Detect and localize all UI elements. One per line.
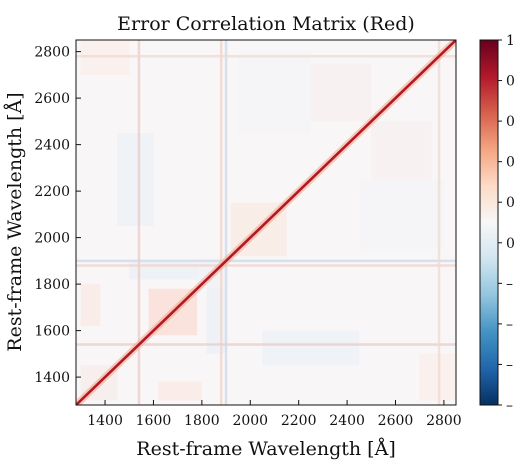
chart-title: Error Correlation Matrix (Red): [117, 13, 415, 35]
correlation-patch: [371, 121, 432, 180]
y-tick-label: 2000: [34, 231, 70, 247]
colorbar-tick-label: 0: [506, 114, 515, 130]
colorbar-gradient: [479, 39, 499, 406]
x-tick-label: 1400: [87, 413, 123, 429]
plot-frame: [75, 39, 457, 406]
y-axis-ticks: 1400 1600 1800 2000 2200 2400 2600 2800: [34, 45, 81, 386]
y-tick-label: 1400: [34, 370, 70, 386]
colorbar: 1 0 0 0 0 0 – – – –: [479, 33, 515, 414]
x-tick-label: 2600: [378, 413, 414, 429]
colorbar-tick-label: 1: [506, 33, 515, 49]
plot-area: [76, 40, 456, 405]
y-tick-label: 2800: [34, 45, 70, 61]
correlation-patch: [80, 284, 101, 326]
colorbar-tick-label: 0: [506, 236, 515, 252]
correlation-patch: [262, 330, 360, 366]
x-axis-ticks: 1400 1600 1800 2000 2200 2400 2600 2800: [87, 400, 462, 429]
x-tick-label: 1600: [136, 413, 172, 429]
y-tick-label: 2400: [34, 138, 70, 154]
colorbar-tick-label: –: [506, 317, 513, 333]
correlation-streaks: [76, 40, 456, 405]
colorbar-tick-label: 0: [506, 155, 515, 171]
x-tick-label: 2000: [232, 413, 268, 429]
x-tick-label: 2800: [426, 413, 462, 429]
colorbar-tick-label: –: [506, 276, 513, 292]
x-tick-label: 2200: [281, 413, 317, 429]
x-axis-title: Rest-frame Wavelength [Å]: [136, 438, 395, 460]
correlation-patch: [359, 179, 444, 250]
colorbar-tick-label: –: [506, 398, 513, 414]
correlation-patch: [158, 381, 202, 401]
diagonal-line: [76, 40, 456, 405]
x-tick-label: 1800: [184, 413, 220, 429]
correlation-patch: [238, 51, 311, 133]
y-tick-label: 2200: [34, 184, 70, 200]
colorbar-tick-label: –: [506, 357, 513, 373]
colorbar-tick-label: 0: [506, 195, 515, 211]
colorbar-tick-label: 0: [506, 74, 515, 90]
y-axis-title: Rest-frame Wavelength [Å]: [4, 92, 26, 351]
y-tick-label: 1600: [34, 324, 70, 340]
x-tick-label: 2400: [329, 413, 365, 429]
correlation-patch: [310, 63, 372, 122]
y-tick-label: 2600: [34, 91, 70, 107]
correlation-patch: [117, 132, 154, 226]
colorbar-ticks: 1 0 0 0 0 0 – – – –: [498, 33, 515, 414]
y-tick-label: 1800: [34, 277, 70, 293]
